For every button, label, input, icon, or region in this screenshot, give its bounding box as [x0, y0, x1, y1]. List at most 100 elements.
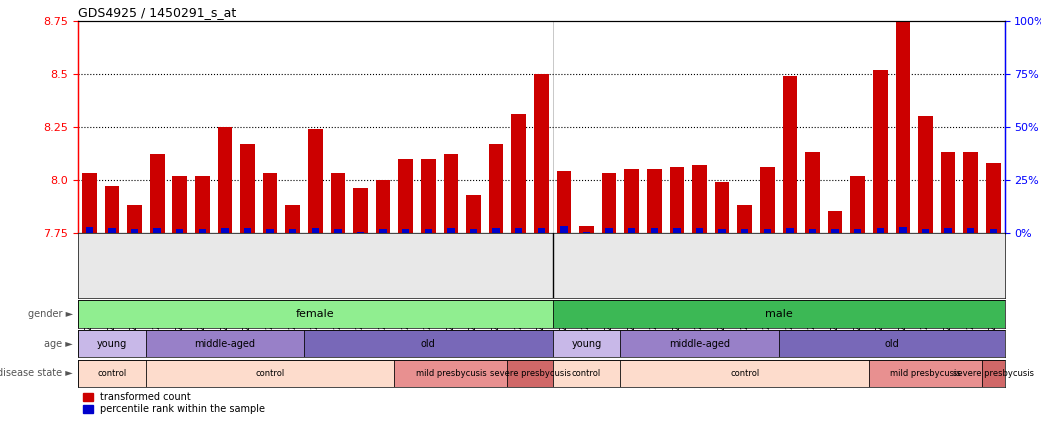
Bar	[331, 173, 346, 233]
Bar	[986, 163, 1000, 233]
Bar	[131, 230, 138, 233]
Text: control: control	[255, 369, 285, 378]
Bar	[557, 171, 572, 233]
Bar	[218, 127, 232, 233]
Text: GDS4925 / 1450291_s_at: GDS4925 / 1450291_s_at	[78, 5, 236, 19]
Bar	[357, 232, 364, 233]
FancyBboxPatch shape	[395, 360, 507, 387]
FancyBboxPatch shape	[304, 330, 553, 357]
FancyBboxPatch shape	[620, 360, 869, 387]
Bar	[560, 226, 567, 233]
Bar	[895, 0, 910, 233]
FancyBboxPatch shape	[146, 360, 395, 387]
Bar	[918, 116, 933, 233]
FancyBboxPatch shape	[507, 360, 553, 387]
Bar	[266, 229, 274, 233]
Bar	[515, 228, 523, 233]
Text: control: control	[572, 369, 601, 378]
Bar	[173, 176, 187, 233]
Bar	[963, 152, 977, 233]
Bar	[469, 229, 477, 233]
Bar	[921, 229, 930, 233]
Text: control: control	[730, 369, 759, 378]
Bar	[105, 186, 120, 233]
Bar	[425, 229, 432, 233]
Bar	[651, 228, 658, 233]
FancyBboxPatch shape	[146, 330, 304, 357]
Bar	[311, 228, 319, 233]
Bar	[199, 229, 206, 233]
Bar	[828, 212, 842, 233]
Bar	[692, 165, 707, 233]
Bar	[334, 229, 341, 233]
Bar	[262, 173, 278, 233]
FancyBboxPatch shape	[78, 300, 553, 328]
Bar	[737, 205, 752, 233]
Bar	[854, 229, 861, 233]
Bar	[421, 159, 436, 233]
Bar	[809, 229, 816, 233]
Bar	[760, 167, 775, 233]
Bar	[108, 228, 116, 233]
Bar	[718, 229, 726, 233]
Bar	[606, 228, 613, 233]
FancyBboxPatch shape	[620, 330, 779, 357]
Text: middle-aged: middle-aged	[669, 339, 730, 349]
FancyBboxPatch shape	[982, 360, 1005, 387]
Bar	[85, 228, 93, 233]
Bar	[376, 180, 390, 233]
Bar	[625, 169, 639, 233]
Bar	[492, 228, 500, 233]
Bar	[380, 229, 387, 233]
Bar	[153, 228, 161, 233]
Bar	[443, 154, 458, 233]
Bar	[399, 159, 413, 233]
Bar	[195, 176, 209, 233]
Text: mild presbycusis: mild presbycusis	[415, 369, 486, 378]
Text: disease state ►: disease state ►	[0, 368, 73, 378]
Bar	[764, 229, 771, 233]
FancyBboxPatch shape	[553, 360, 620, 387]
Bar	[127, 205, 142, 233]
Bar	[669, 167, 684, 233]
Bar	[448, 228, 455, 233]
Bar	[308, 129, 323, 233]
Bar	[695, 228, 703, 233]
Bar	[176, 229, 183, 233]
FancyBboxPatch shape	[553, 300, 1005, 328]
Bar	[244, 228, 251, 233]
Bar	[402, 229, 409, 233]
Bar	[944, 228, 951, 233]
Text: male: male	[765, 309, 792, 319]
Text: middle-aged: middle-aged	[195, 339, 255, 349]
Bar	[805, 152, 820, 233]
Bar	[353, 188, 367, 233]
Bar	[537, 228, 545, 233]
Text: severe presbycusis: severe presbycusis	[489, 369, 570, 378]
FancyBboxPatch shape	[869, 360, 982, 387]
Text: gender ►: gender ►	[28, 309, 73, 319]
Bar	[786, 228, 793, 233]
Bar	[289, 230, 297, 233]
Bar	[941, 152, 956, 233]
Bar	[511, 114, 526, 233]
Bar	[832, 229, 839, 233]
Bar	[990, 229, 997, 233]
Bar	[877, 228, 884, 233]
FancyBboxPatch shape	[553, 330, 620, 357]
Legend: transformed count, percentile rank within the sample: transformed count, percentile rank withi…	[83, 392, 265, 414]
Text: control: control	[98, 369, 127, 378]
Bar	[534, 74, 549, 233]
Bar	[873, 70, 888, 233]
Bar	[850, 176, 865, 233]
Bar	[628, 228, 635, 233]
Bar	[741, 229, 748, 233]
Bar	[967, 228, 974, 233]
Bar	[82, 173, 97, 233]
FancyBboxPatch shape	[779, 330, 1005, 357]
Bar	[899, 228, 907, 233]
Bar	[222, 228, 229, 233]
Text: young: young	[97, 339, 127, 349]
Text: old: old	[421, 339, 436, 349]
Bar	[285, 205, 300, 233]
